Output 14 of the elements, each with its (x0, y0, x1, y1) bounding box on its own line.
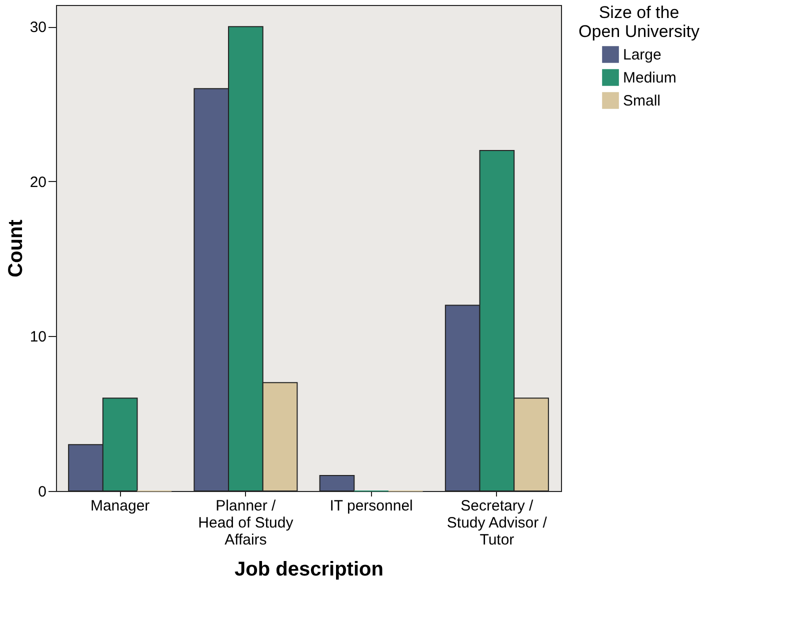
y-tick-label: 10 (30, 328, 46, 346)
x-axis-title: Job description (234, 558, 384, 580)
y-tick-label: 20 (30, 174, 46, 191)
legend-title: Size of the Open University (578, 3, 700, 41)
x-tick-label: Manager (90, 498, 150, 514)
y-axis-title: Count (4, 219, 27, 278)
x-tick-label: Planner / Head of Study Affairs (198, 498, 294, 548)
legend-label: Small (623, 92, 661, 110)
y-tick-label: 30 (30, 19, 46, 36)
x-tick-label: IT personnel (330, 498, 413, 514)
x-tick-label: Secretary / Study Advisor / Tutor (446, 498, 548, 548)
legend-label: Medium (623, 70, 676, 86)
y-tick-label: 0 (38, 484, 46, 500)
legend-label: Large (623, 46, 662, 64)
